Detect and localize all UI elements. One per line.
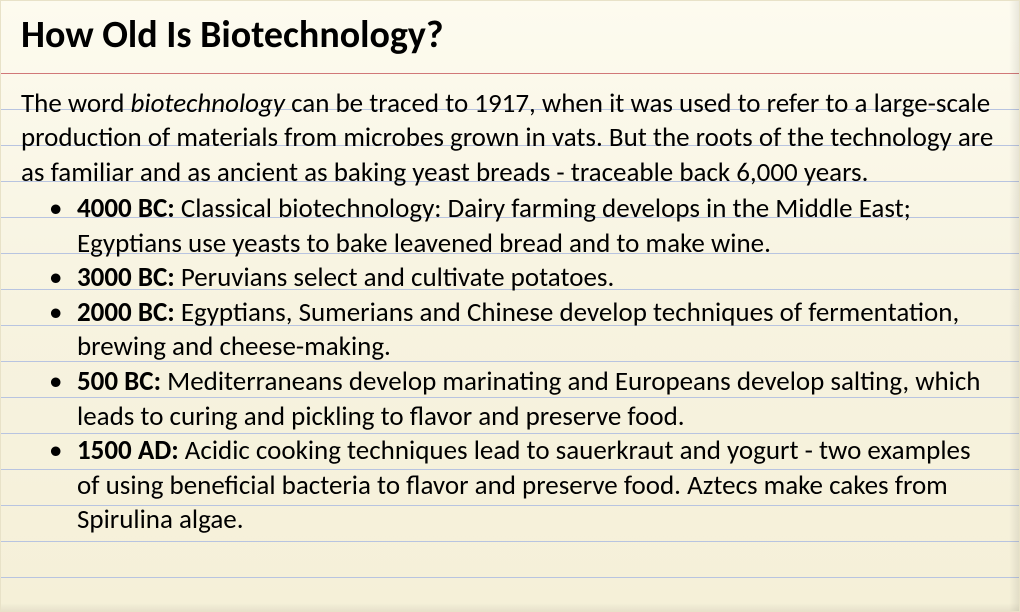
page-title: How Old Is Biotechnology? bbox=[21, 13, 999, 59]
timeline-text: Acidic cooking techniques lead to sauerk… bbox=[77, 434, 971, 536]
body-rule-line bbox=[1, 577, 1019, 578]
timeline-text: Egyptians, Sumerians and Chinese develop… bbox=[77, 296, 959, 364]
timeline-list: 4000 BC: Classical biotechnology: Dairy … bbox=[21, 192, 999, 537]
timeline-item: 4000 BC: Classical biotechnology: Dairy … bbox=[49, 192, 999, 261]
intro-italic-term: biotechnology bbox=[131, 87, 285, 120]
index-card: How Old Is Biotechnology? The word biote… bbox=[0, 0, 1020, 612]
timeline-item: 2000 BC: Egyptians, Sumerians and Chines… bbox=[49, 296, 999, 365]
timeline-text: Mediterraneans develop marinating and Eu… bbox=[77, 365, 980, 433]
timeline-text: Classical biotechnology: Dairy farming d… bbox=[77, 192, 911, 260]
intro-text-pre: The word bbox=[21, 87, 131, 120]
timeline-date: 4000 BC: bbox=[77, 192, 175, 225]
timeline-item: 3000 BC: Peruvians select and cultivate … bbox=[49, 261, 999, 296]
timeline-date: 1500 AD: bbox=[77, 434, 179, 467]
body-rule-line bbox=[1, 541, 1019, 542]
card-shadow-bottom bbox=[1, 603, 1019, 611]
header-rule-line bbox=[1, 73, 1019, 74]
card-shadow-right bbox=[1009, 1, 1019, 611]
timeline-item: 1500 AD: Acidic cooking techniques lead … bbox=[49, 434, 999, 538]
timeline-date: 2000 BC: bbox=[77, 296, 175, 329]
timeline-date: 500 BC: bbox=[77, 365, 161, 398]
content-body: The word biotechnology can be traced to … bbox=[21, 87, 999, 538]
timeline-date: 3000 BC: bbox=[77, 261, 175, 294]
timeline-text: Peruvians select and cultivate potatoes. bbox=[175, 261, 615, 294]
timeline-item: 500 BC: Mediterraneans develop marinatin… bbox=[49, 365, 999, 434]
intro-paragraph: The word biotechnology can be traced to … bbox=[21, 87, 999, 191]
